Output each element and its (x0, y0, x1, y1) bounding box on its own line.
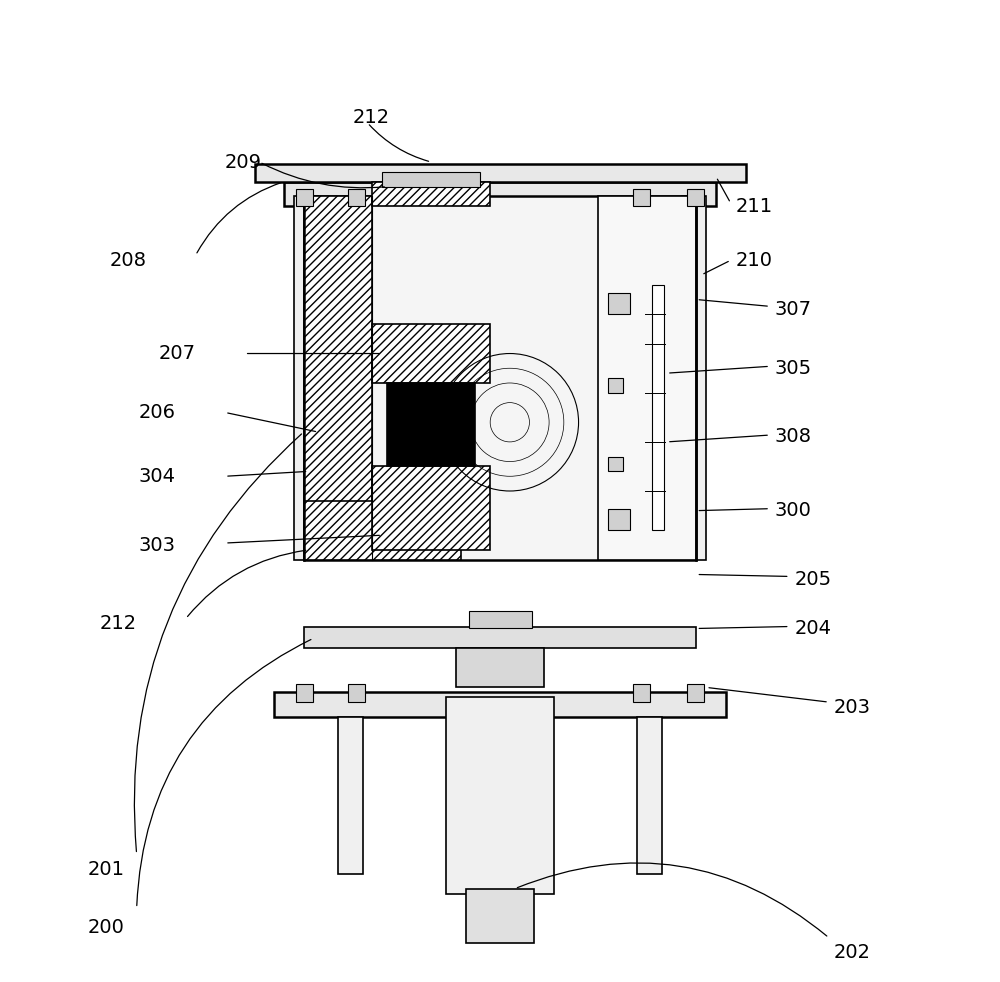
Text: 300: 300 (775, 501, 812, 520)
Text: 200: 200 (88, 918, 124, 938)
Bar (608, 509, 630, 530)
Bar (284, 182, 716, 206)
Text: 212: 212 (353, 108, 390, 128)
Bar (608, 293, 630, 314)
Bar (469, 611, 532, 628)
Bar (304, 501, 461, 560)
Text: 201: 201 (88, 859, 125, 879)
Text: 204: 204 (795, 619, 832, 638)
Bar (687, 684, 704, 702)
Text: 209: 209 (225, 152, 262, 172)
Bar (598, 196, 696, 560)
Bar (338, 717, 363, 874)
Text: 208: 208 (109, 250, 146, 270)
Text: 212: 212 (100, 614, 137, 633)
Text: 202: 202 (834, 943, 871, 962)
Bar (466, 889, 534, 943)
Bar (608, 457, 623, 471)
Bar (294, 196, 318, 560)
Bar (274, 692, 726, 717)
Bar (446, 697, 554, 894)
Bar (633, 684, 650, 702)
Bar (372, 182, 490, 206)
Text: 211: 211 (736, 196, 773, 216)
Bar (387, 383, 475, 466)
Bar (348, 684, 365, 702)
Bar (633, 189, 650, 206)
Bar (304, 196, 372, 560)
Bar (608, 378, 623, 393)
Bar (637, 717, 662, 874)
Text: 303: 303 (139, 535, 176, 555)
Bar (296, 189, 313, 206)
Bar (687, 189, 704, 206)
Text: 307: 307 (775, 300, 812, 319)
Bar (682, 196, 706, 560)
Bar (348, 189, 365, 206)
Bar (456, 648, 544, 687)
Text: 205: 205 (795, 570, 832, 589)
Text: 308: 308 (775, 427, 812, 447)
Text: 305: 305 (775, 358, 812, 378)
Text: 206: 206 (139, 403, 176, 422)
Text: 203: 203 (834, 697, 871, 717)
Bar (372, 466, 490, 550)
Text: 207: 207 (159, 344, 196, 363)
Bar (304, 627, 696, 648)
Bar (652, 285, 664, 530)
Bar (296, 684, 313, 702)
Bar (382, 172, 480, 187)
Text: 210: 210 (736, 250, 773, 270)
Text: 304: 304 (139, 466, 176, 486)
Bar (254, 164, 746, 182)
Bar (304, 196, 696, 560)
Bar (372, 324, 490, 383)
